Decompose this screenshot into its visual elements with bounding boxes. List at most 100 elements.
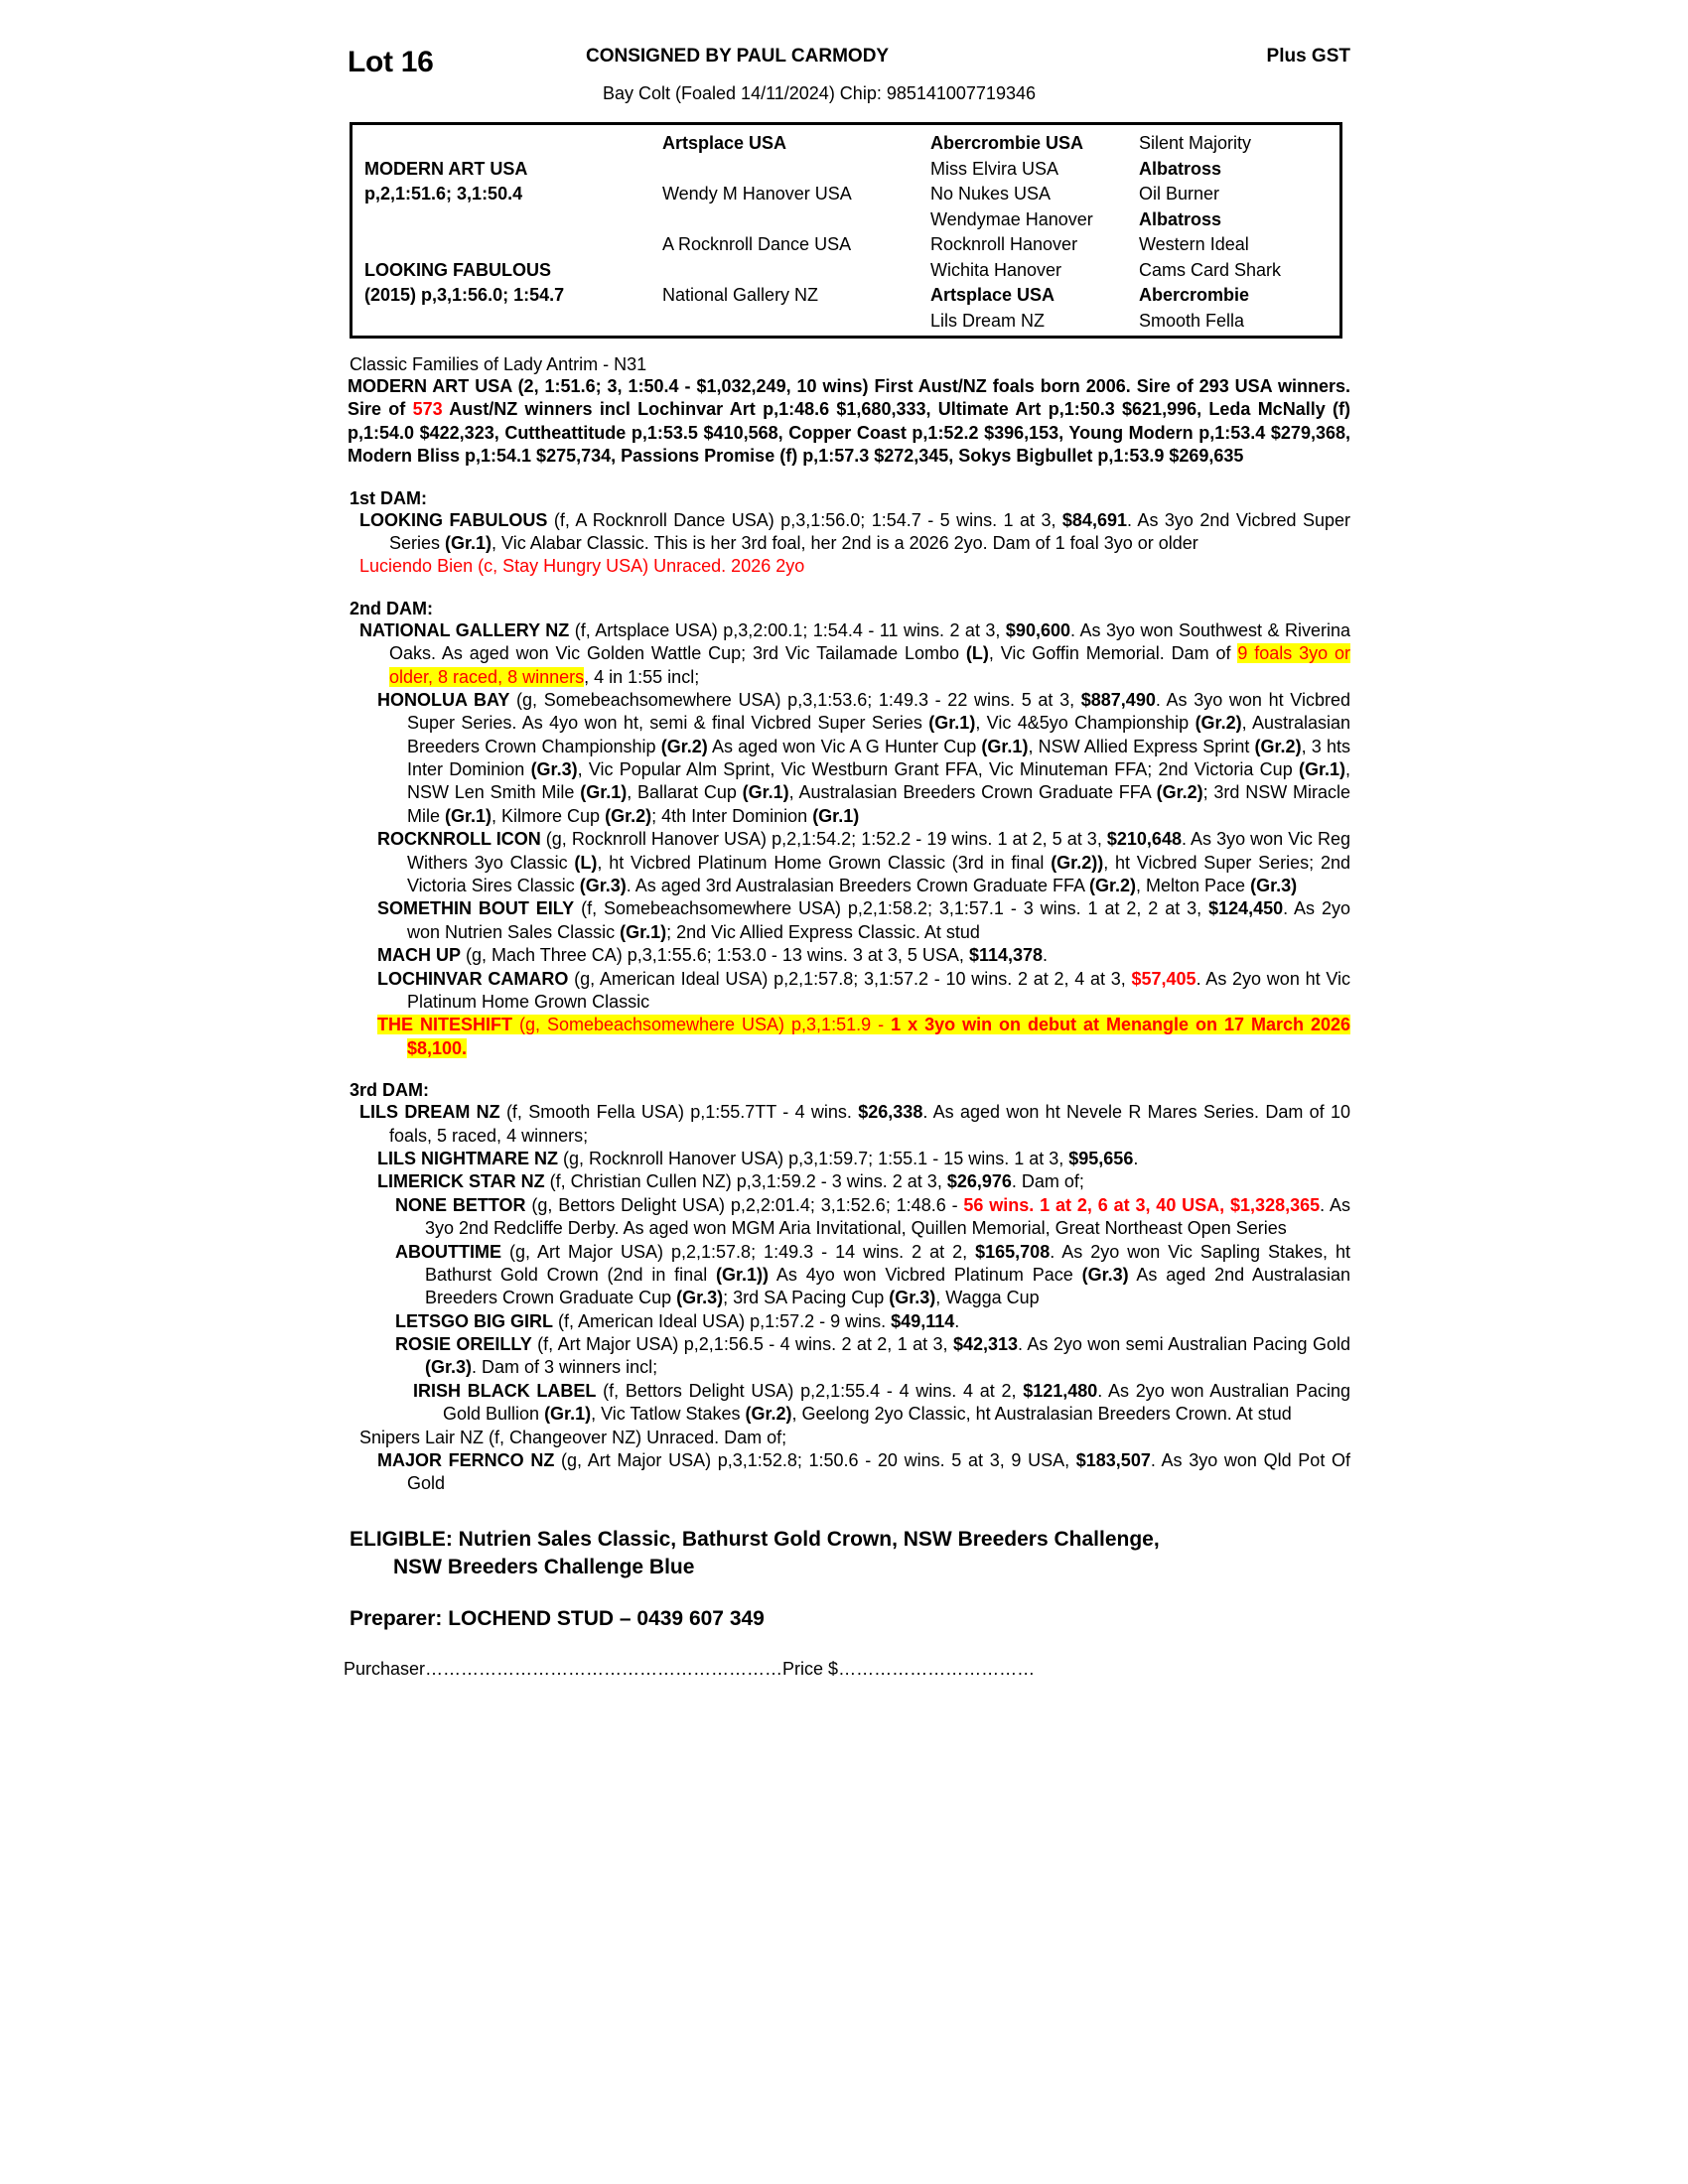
purchaser-label: Purchaser	[344, 1659, 426, 1680]
entry-name: MACH UP	[377, 945, 461, 966]
consigned-by: CONSIGNED BY PAUL CARMODY	[586, 46, 890, 67]
pedigree-entry: LIMERICK STAR NZ (f, Christian Cullen NZ…	[377, 1170, 1350, 1193]
pedigree-gen2-3: A Rocknroll Dance USA	[662, 234, 852, 254]
pedigree-gen4-5: Western Ideal	[1139, 234, 1249, 254]
entry-name: SOMETHIN BOUT EILY	[377, 898, 575, 919]
entry-text: (g, Bettors Delight USA) p,2,2:01.4; 3,1…	[525, 1194, 964, 1215]
pedigree-entry: LETSGO BIG GIRL (f, American Ideal USA) …	[395, 1310, 1350, 1333]
horse-description: Bay Colt (Foaled 14/11/2024) Chip: 98514…	[603, 83, 1036, 103]
plus-gst-label: Plus GST	[1266, 46, 1350, 67]
pedigree-gen4-4: Albatross	[1139, 208, 1222, 229]
entry-text-after: , 4 in 1:55 incl;	[584, 666, 700, 687]
third-dam-heading: 3rd DAM:	[350, 1080, 429, 1101]
pedigree-gen3-1: Abercrombie USA	[930, 133, 1084, 153]
entry-text: (f, Bettors Delight USA) p,2,1:55.4 - 4 …	[443, 1380, 1351, 1425]
pedigree-gen3-3: No Nukes USA	[930, 184, 1052, 204]
entry-name: LETSGO BIG GIRL	[395, 1310, 554, 1331]
purchaser-line: Purchaser……………………………………………………Price $……………	[344, 1659, 1350, 1680]
entry-text: (g, Art Major USA) p,2,1:57.8; 1:49.3 - …	[425, 1241, 1351, 1308]
pedigree-entry: ROSIE OREILLY (f, Art Major USA) p,2,1:5…	[395, 1333, 1350, 1380]
entry-text: (g, Rocknroll Hanover USA) p,2,1:54.2; 1…	[407, 829, 1350, 896]
entry-text: (f, American Ideal USA) p,1:57.2 - 9 win…	[553, 1310, 960, 1331]
pedigree-entry: THE NITESHIFT (g, Somebeachsomewhere USA…	[377, 1014, 1351, 1060]
purchaser-dots: ……………………………………………………	[425, 1659, 783, 1680]
entry-name: ABOUTTIME	[395, 1241, 501, 1262]
entry-text: (f, Somebeachsomewhere USA) p,2,1:58.2; …	[407, 898, 1350, 942]
sire-paragraph-part1: MODERN ART USA (2, 1:51.6; 3, 1:50.4 - $…	[348, 376, 1350, 420]
eligible-line-2: NSW Breeders Challenge Blue	[393, 1556, 695, 1579]
preparer-line: Preparer: LOCHEND STUD – 0439 607 349	[350, 1607, 765, 1631]
entry-name: LOOKING FABULOUS	[359, 509, 548, 530]
pedigree-entry: MACH UP (g, Mach Three CA) p,3,1:55.6; 1…	[377, 944, 1350, 967]
pedigree-dam: LOOKING FABULOUS (2015) p,3,1:56.0; 1:54…	[364, 258, 662, 309]
entry-name: MAJOR FERNCO NZ	[377, 1450, 555, 1471]
entry-name: NATIONAL GALLERY NZ	[359, 619, 570, 640]
pedigree-gen3-8: Lils Dream NZ	[930, 310, 1046, 331]
pedigree-gen4-2: Albatross	[1139, 158, 1222, 179]
entry-text-after: . As 3yo 2nd Redcliffe Derby. As aged wo…	[425, 1194, 1350, 1239]
entry-name: THE NITESHIFT	[377, 1015, 512, 1035]
pedigree-entry: LOCHINVAR CAMARO (g, American Ideal USA)…	[377, 968, 1350, 1015]
entry-name: ROCKNROLL ICON	[377, 829, 541, 850]
pedigree-gen4-8: Smooth Fella	[1139, 310, 1245, 331]
pedigree-gen4-3: Oil Burner	[1139, 184, 1220, 204]
entry-name: LIMERICK STAR NZ	[377, 1171, 545, 1192]
page-content: Lot 16 CONSIGNED BY PAUL CARMODY Plus GS…	[344, 46, 1351, 1680]
entry-name: IRISH BLACK LABEL	[413, 1380, 597, 1401]
entry-name: LOCHINVAR CAMARO	[377, 968, 569, 989]
pedigree-gen2-1: Artsplace USA	[662, 133, 787, 153]
pedigree-entry: MAJOR FERNCO NZ (g, Art Major USA) p,3,1…	[377, 1449, 1350, 1496]
entry-text: (f, Smooth Fella USA) p,1:55.7TT - 4 win…	[389, 1102, 1351, 1146]
pedigree-entry: LILS DREAM NZ (f, Smooth Fella USA) p,1:…	[359, 1101, 1350, 1148]
pedigree-gen4-1: Silent Majority	[1139, 133, 1252, 153]
eligible-block: ELIGIBLE: Nutrien Sales Classic, Bathurs…	[350, 1526, 1350, 1582]
pedigree-gen3-5: Rocknroll Hanover	[930, 234, 1078, 254]
entry-text: (g, American Ideal USA) p,2,1:57.8; 3,1:…	[568, 968, 1132, 989]
pedigree-entry: ROCKNROLL ICON (g, Rocknroll Hanover USA…	[377, 828, 1350, 897]
entry-red-stat: $57,405	[1131, 968, 1196, 989]
entry-text: Luciendo Bien (c, Stay Hungry USA) Unrac…	[359, 556, 805, 577]
page-header: Lot 16 CONSIGNED BY PAUL CARMODY Plus GS…	[348, 46, 1350, 79]
entry-name: LILS NIGHTMARE NZ	[377, 1148, 558, 1168]
first-dam-entries: LOOKING FABULOUS (f, A Rocknroll Dance U…	[348, 509, 1350, 579]
price-label: Price $	[782, 1659, 839, 1680]
second-dam-heading: 2nd DAM:	[350, 598, 433, 618]
pedigree-entry: IRISH BLACK LABEL (f, Bettors Delight US…	[413, 1380, 1350, 1427]
entry-text: (f, Christian Cullen NZ) p,3,1:59.2 - 3 …	[544, 1171, 1084, 1192]
sire-winners-count: 573	[412, 399, 443, 420]
price-dots: ……………………………	[838, 1659, 1036, 1680]
entry-bold-tail: 1 x 3yo win on debut at Menangle on 17 M…	[407, 1015, 1351, 1058]
pedigree-gen4-6: Cams Card Shark	[1139, 259, 1282, 280]
entry-text: (g, Art Major USA) p,3,1:52.8; 1:50.6 - …	[407, 1450, 1350, 1494]
entry-name: ROSIE OREILLY	[395, 1334, 532, 1355]
entry-text: Snipers Lair NZ (f, Changeover NZ) Unrac…	[359, 1427, 787, 1447]
second-dam-entries: NATIONAL GALLERY NZ (f, Artsplace USA) p…	[348, 619, 1351, 1060]
pedigree-gen3-6: Wichita Hanover	[930, 259, 1062, 280]
entry-text-after: . As 2yo won ht Vic Platinum Home Grown …	[407, 968, 1350, 1012]
pedigree-entry: LILS NIGHTMARE NZ (g, Rocknroll Hanover …	[377, 1148, 1350, 1170]
entry-text: (g, Rocknroll Hanover USA) p,3,1:59.7; 1…	[558, 1148, 1139, 1168]
lot-number: Lot 16	[348, 46, 434, 78]
pedigree-sire: MODERN ART USA p,2,1:51.6; 3,1:50.4	[364, 157, 662, 207]
pedigree-entry: HONOLUA BAY (g, Somebeachsomewhere USA) …	[377, 689, 1350, 828]
pedigree-entry: Luciendo Bien (c, Stay Hungry USA) Unrac…	[359, 555, 1350, 578]
pedigree-gen3-2: Miss Elvira USA	[930, 158, 1059, 179]
pedigree-gen3-7: Artsplace USA	[930, 285, 1055, 305]
pedigree-entry: NONE BETTOR (g, Bettors Delight USA) p,2…	[395, 1194, 1350, 1241]
sire-paragraph-part2: Aust/NZ winners incl Lochinvar Art p,1:4…	[348, 399, 1350, 467]
entry-text: (g, Somebeachsomewhere USA) p,3,1:51.9 -	[511, 1015, 892, 1035]
entry-text: (g, Somebeachsomewhere USA) p,3,1:53.6; …	[407, 689, 1351, 826]
pedigree-entry: NATIONAL GALLERY NZ (f, Artsplace USA) p…	[359, 619, 1350, 689]
first-dam-heading: 1st DAM:	[350, 487, 428, 508]
pedigree-table: MODERN ART USA p,2,1:51.6; 3,1:50.4 LOOK…	[350, 122, 1342, 339]
entry-name: LILS DREAM NZ	[359, 1102, 500, 1123]
pedigree-gen2-4: National Gallery NZ	[662, 285, 819, 305]
eligible-line-1: ELIGIBLE: Nutrien Sales Classic, Bathurs…	[350, 1527, 1160, 1551]
entry-text: (g, Mach Three CA) p,3,1:55.6; 1:53.0 - …	[461, 945, 1049, 966]
pedigree-entry: ABOUTTIME (g, Art Major USA) p,2,1:57.8;…	[395, 1241, 1350, 1310]
pedigree-sire-name: MODERN ART USA	[364, 158, 528, 179]
classic-family-line: Classic Families of Lady Antrim - N31	[350, 354, 647, 374]
entry-text: (f, A Rocknroll Dance USA) p,3,1:56.0; 1…	[389, 509, 1351, 553]
pedigree-gen2-2: Wendy M Hanover USA	[662, 184, 852, 204]
